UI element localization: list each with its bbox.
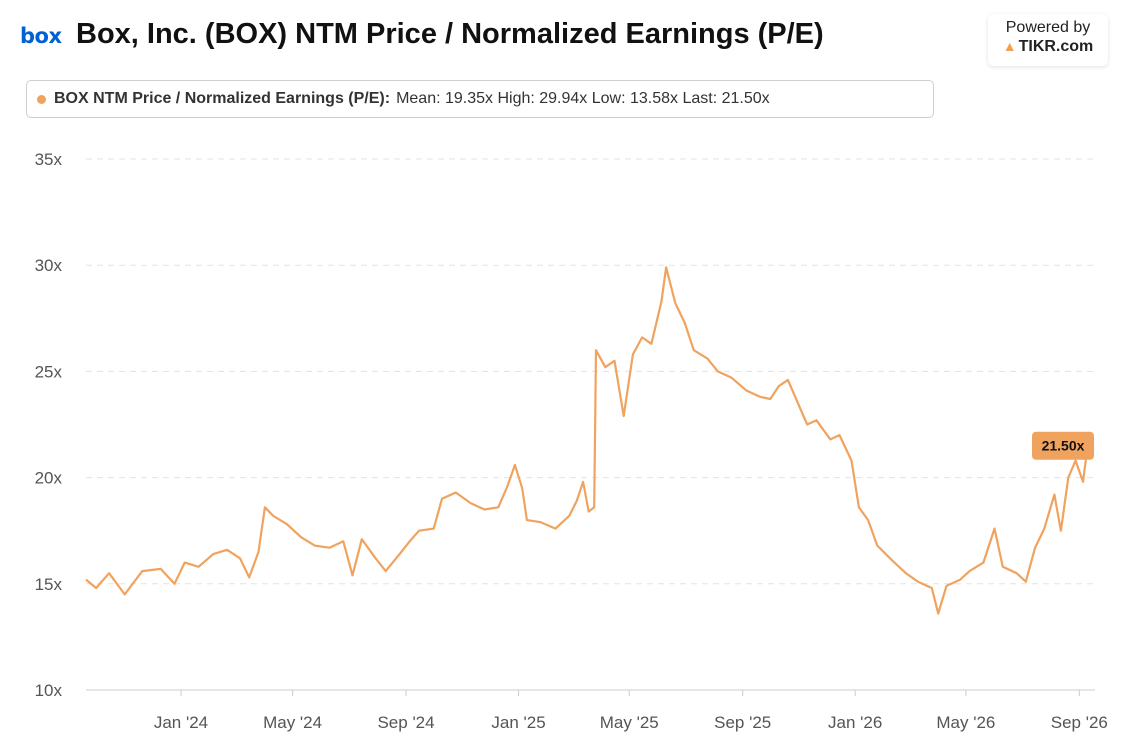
legend-dot-icon: [37, 94, 46, 104]
x-tick-label: Sep '26: [1051, 713, 1108, 732]
y-axis-ticks: 35x 30x 25x 20x 15x 10x: [35, 150, 63, 700]
y-tick-label: 35x: [35, 150, 63, 169]
x-tick-label: Sep '24: [377, 713, 434, 732]
last-value-badge-bg: [1032, 431, 1094, 460]
last-value-badge: 21.50x: [1032, 431, 1094, 460]
y-tick-label: 15x: [35, 575, 63, 594]
x-axis-ticks: Jan '24 May '24 Sep '24 Jan '25 May '25 Sep '…: [154, 690, 1108, 732]
legend-stats: Mean: 19.35x High: 29.94x Low: 13.58x La…: [396, 90, 770, 107]
series-line[interactable]: [85, 266, 1089, 615]
powered-by-text: Powered by: [1005, 19, 1091, 36]
last-value-label: 21.50x: [1042, 438, 1085, 454]
tikr-brand-text: TIKR.com: [1018, 38, 1094, 55]
box-logo-icon: box: [20, 24, 62, 48]
y-tick-label: 10x: [35, 681, 63, 700]
x-tick-label: Jan '24: [154, 713, 208, 732]
grid-lines: [86, 158, 1095, 691]
powered-by-badge[interactable]: Powered by ▲ TIKR.com: [988, 14, 1108, 66]
chart-legend[interactable]: BOX NTM Price / Normalized Earnings (P/E…: [26, 80, 934, 118]
x-tick-label: May '26: [936, 713, 995, 732]
x-tick-label: Sep '25: [714, 713, 771, 732]
chart-header: box Box, Inc. (BOX) NTM Price / Normaliz…: [0, 0, 1122, 76]
y-tick-label: 20x: [35, 469, 63, 488]
legend-series-name: BOX NTM Price / Normalized Earnings (P/E…: [54, 90, 391, 107]
y-tick-label: 30x: [35, 256, 63, 275]
tikr-brand: ▲ TIKR.com: [988, 38, 1108, 56]
x-tick-label: May '25: [600, 713, 659, 732]
x-tick-label: Jan '25: [491, 713, 545, 732]
x-tick-label: May '24: [263, 713, 322, 732]
x-tick-label: Jan '26: [828, 713, 882, 732]
page-title: Box, Inc. (BOX) NTM Price / Normalized E…: [76, 18, 824, 50]
tikr-triangle-icon: ▲: [1002, 38, 1017, 54]
y-tick-label: 25x: [35, 362, 63, 381]
